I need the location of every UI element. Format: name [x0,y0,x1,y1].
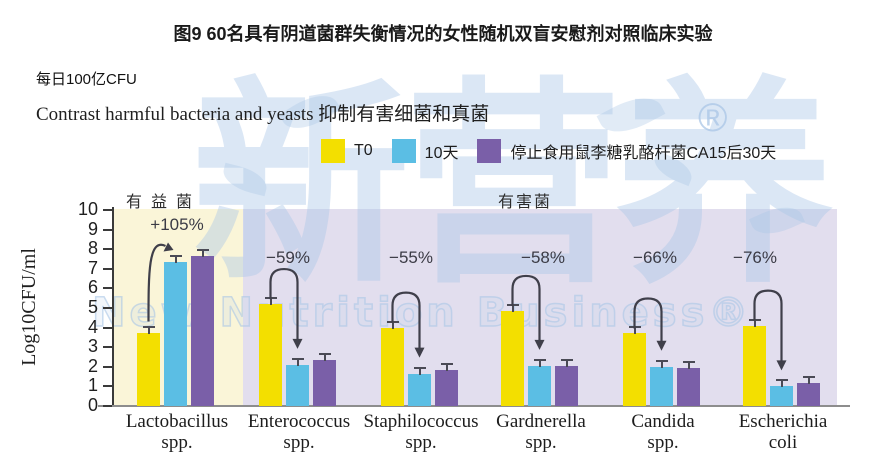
bar-series0-group0 [137,332,160,406]
annotation-lactobacillus-change: +105% [150,215,204,234]
bar-series1-group5 [770,386,793,406]
annotation-candida-change: −66% [633,248,677,267]
figure-title: 图9 60名具有阴道菌群失衡情况的女性随机双盲安慰剂对照临床实验 [173,24,713,44]
bar-series2-group2 [435,369,458,406]
annotation-escherichia-change: −76% [733,248,777,267]
y-tick-label: 9 [87,218,98,239]
legend-label: 10天 [424,145,459,162]
y-tick-mark [103,365,112,368]
bar-series0-group5 [743,325,766,406]
legend-swatch-yellow [321,139,345,163]
bar-series2-group0 [191,256,214,406]
error-bar [440,362,453,371]
legend-label: T0 [354,142,373,159]
category-label-lactobacillus: Lactobacillus spp. [125,411,229,454]
error-bar [655,359,668,368]
y-tick-mark [103,405,112,407]
category-label-enterococcus: Enterococcus spp. [247,411,351,454]
y-tick-mark [103,326,112,329]
annotation-staphilococcus-change: −55% [389,248,433,267]
error-bar [748,318,761,327]
y-tick-mark [103,228,112,231]
bar-series2-group3 [555,365,578,406]
error-bar [318,352,331,361]
legend-label: 停止食用鼠李糖乳酪杆菌CA15后30天 [510,145,777,162]
bar-series2-group4 [677,367,700,406]
error-bar [682,360,695,369]
error-bar [264,297,277,306]
y-tick-mark [103,346,112,349]
legend-item-t0: T0 [321,139,373,163]
y-tick-label: 2 [87,355,98,376]
y-tick-label: 1 [87,375,98,396]
y-axis-line [112,207,114,407]
dosage-subtitle: 每日100亿CFU [36,71,137,88]
bar-series1-group3 [528,365,551,406]
y-tick-mark [103,287,112,290]
annotation-enterococcus-change: −59% [266,248,310,267]
error-bar [386,320,399,329]
bar-series0-group4 [623,333,646,406]
y-tick-label: 5 [87,297,98,317]
category-label-staphilococcus: Staphilococcus spp. [363,411,479,454]
legend-swatch-purple [477,139,502,163]
x-axis-line [98,405,850,407]
error-bar [560,358,573,367]
bar-series0-group2 [381,327,404,406]
error-bar [413,366,426,375]
bar-series1-group1 [286,364,309,406]
error-bar [802,376,815,385]
error-bar [775,379,788,388]
bar-series1-group0 [164,261,187,406]
y-tick-label: 3 [87,336,98,357]
chart-legend: T0 10天 停止食用鼠李糖乳酪杆菌CA15后30天 [321,139,776,163]
y-tick-mark [103,267,112,270]
y-tick-label: 4 [87,316,98,337]
harmful-zone-label: 有害菌 [498,194,553,211]
error-bar [291,357,304,366]
error-bar [533,358,546,367]
legend-item-10days: 10天 [391,139,459,163]
error-bar [628,326,641,335]
bar-series1-group2 [408,373,431,406]
y-tick-label: 10 [77,199,98,219]
error-bar [196,249,209,258]
category-label-candida: Candida spp. [631,411,695,454]
y-tick-label: 7 [87,257,98,278]
beneficial-zone-label: 有益菌 [126,194,202,211]
legend-swatch-blue [391,139,416,163]
y-tick-mark [103,307,112,309]
bar-series0-group3 [501,310,524,406]
error-bar [169,254,182,263]
bar-series2-group5 [797,383,820,406]
y-tick-mark [103,248,112,251]
y-tick-label: 6 [87,277,98,298]
y-tick-label: 8 [87,238,98,259]
bar-series0-group1 [259,304,282,406]
chart-description: Contrast harmful bacteria and yeasts 抑制有… [36,104,490,125]
y-tick-label: 0 [87,395,98,415]
bar-series1-group4 [650,366,673,406]
bar-series2-group1 [313,359,336,406]
legend-item-30days-after: 停止食用鼠李糖乳酪杆菌CA15后30天 [477,139,776,163]
category-label-escherichia: Escherichia coli [738,411,828,454]
category-label-gardnerella: Gardnerella spp. [496,411,586,454]
y-tick-mark [103,209,112,211]
y-tick-mark [103,385,112,388]
error-bar [142,325,155,334]
error-bar [506,303,519,312]
annotation-gardnerella-change: −58% [521,248,565,267]
